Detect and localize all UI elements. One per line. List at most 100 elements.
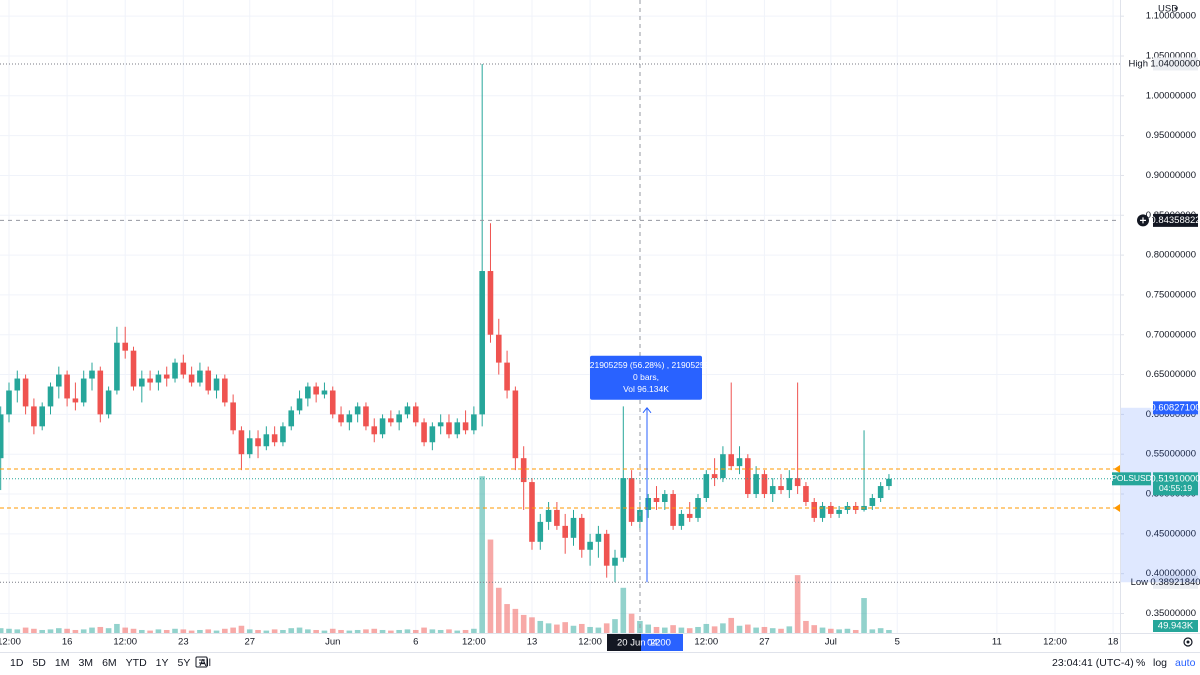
volume-bar [769,628,776,633]
last-price-label: 0.51910000 [1150,473,1200,484]
volume-bar [678,627,685,633]
candle-body [570,517,577,538]
candle-body [388,418,394,423]
volume-bars [0,476,892,633]
y-tick-label: 0.40000000 [1146,568,1196,579]
volume-label: 49.943K [1158,621,1194,632]
range-button[interactable]: 1D [10,657,24,669]
candle-body [31,406,37,427]
y-tick-label: 0.45000000 [1146,528,1196,539]
volume-bar [305,629,311,633]
low-marker-label: Low [1131,577,1149,588]
currency-caret[interactable] [1174,7,1178,11]
candle-body [877,486,884,499]
volume-bar [188,630,195,633]
candle-body [471,414,477,431]
candle-body [321,390,328,395]
candle-body [354,406,361,415]
volume-bar [454,630,461,633]
volume-bar [761,626,768,633]
symbol-box [1112,472,1151,486]
candle-body [446,422,452,435]
candle-body [578,517,585,550]
volume-label-box [1153,620,1198,632]
candle-body [222,378,228,403]
x-tick-label: 12:00 [0,637,21,648]
candle-body [105,390,112,415]
candle-body [745,458,751,495]
range-button[interactable]: 1Y [156,657,169,669]
y-tick-label: 0.65000000 [1146,369,1196,380]
candle-body [520,458,527,483]
crosshair-price-label: 0.84358822 [1150,215,1200,226]
volume-bar [828,628,834,633]
range-button[interactable]: 5Y [178,657,191,669]
volume-bar [412,629,419,633]
auto-toggle[interactable]: auto [1175,657,1196,669]
candle-body [537,521,544,542]
candle-body [753,474,759,495]
candle-body [778,486,784,491]
overlays: 0.21905259 (56.28%) , 21905259 0 bars, Vol… [0,63,1120,583]
candle-body [14,378,21,391]
y-tick-label: 1.05000000 [1146,51,1196,62]
volume-bar [172,628,178,633]
volume-bar [421,627,427,633]
volume-bar [520,614,527,633]
candle-body [305,386,311,399]
volume-bar [163,629,170,633]
candle-body [603,533,610,566]
candle-body [811,501,818,518]
volume-bar [147,630,153,633]
volume-bar [338,629,344,633]
volume-bar [139,629,145,633]
candle-body [363,406,369,427]
volume-bar [271,629,278,633]
range-button[interactable]: 1M [55,657,70,669]
axes: 0.350000000.400000000.450000000.50000000… [0,11,1196,648]
volume-bar [703,623,710,633]
volume-bar [197,629,203,633]
volume-bar [778,628,784,633]
add-alert-icon[interactable] [1140,217,1146,224]
volume-bar [803,620,809,633]
percent-toggle[interactable]: % [1136,657,1145,669]
range-button[interactable]: 6M [102,657,117,669]
crosshair-time-box [641,634,683,651]
candle-body [421,422,427,443]
date-range-button[interactable] [195,656,208,668]
date-range-icon[interactable] [195,656,208,668]
x-tick-label: Jul [825,637,837,648]
candle-body [271,434,278,443]
alert-marker[interactable] [1114,504,1120,513]
candle-body [197,370,203,383]
candle-body [695,498,701,518]
log-toggle[interactable]: log [1153,657,1167,669]
settings-icon-center[interactable] [1186,640,1190,644]
volume-bar [861,598,867,633]
settings-button[interactable] [1183,637,1193,647]
volume-bar [612,619,618,633]
volume-bar [620,587,627,633]
volume-bar [130,628,137,633]
volume-bar [371,628,378,633]
volume-bar [479,476,485,633]
alert-marker[interactable] [1114,465,1120,474]
volume-bar [105,628,112,633]
y-tick-label: 0.95000000 [1146,130,1196,141]
volume-bar [446,629,452,633]
currency-button[interactable]: USD [1158,4,1178,15]
range-button[interactable]: All [199,657,211,669]
settings-icon[interactable] [1183,637,1193,647]
range-button[interactable]: 3M [78,657,93,669]
candle-body [22,378,29,407]
range-button[interactable]: YTD [126,657,147,669]
volume-bar [836,629,842,633]
candle-body [280,426,286,443]
price-label: 0.38921840 [1150,577,1200,588]
volume-bar [6,628,12,633]
range-button[interactable]: 5D [32,657,46,669]
candle-body [89,370,95,379]
candle-body [313,386,319,395]
